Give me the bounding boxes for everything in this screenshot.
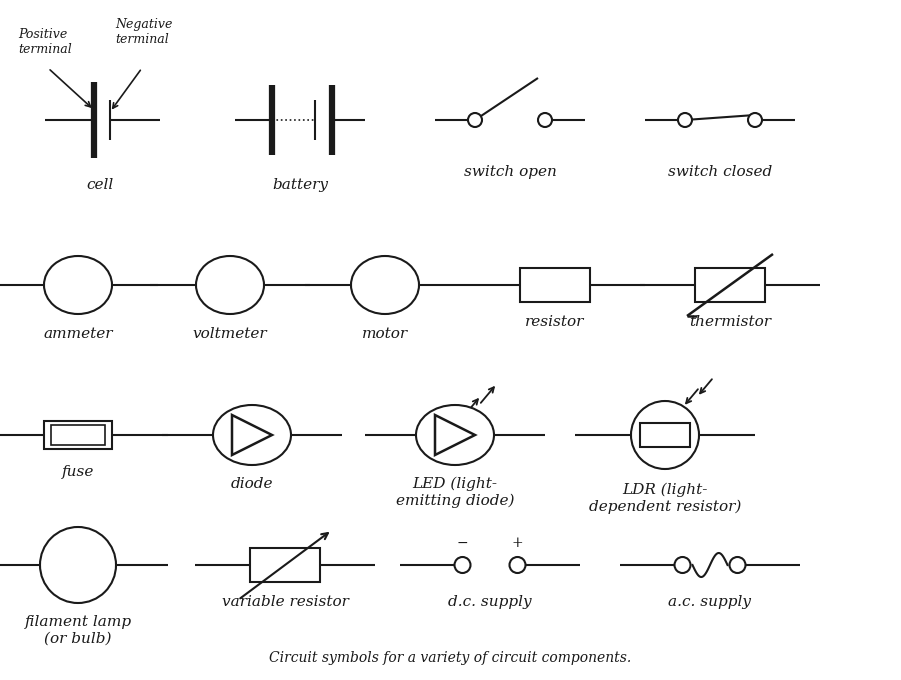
Bar <box>695 268 765 302</box>
Text: resistor: resistor <box>525 315 585 329</box>
Text: Positive
terminal: Positive terminal <box>18 28 72 56</box>
Text: variable resistor: variable resistor <box>222 595 349 609</box>
Ellipse shape <box>351 256 419 314</box>
Bar <box>520 268 590 302</box>
Text: a.c. supply: a.c. supply <box>669 595 751 609</box>
Polygon shape <box>232 415 272 455</box>
Bar <box>250 548 320 582</box>
Text: motor: motor <box>362 327 408 341</box>
Text: thermistor: thermistor <box>689 315 771 329</box>
Circle shape <box>468 113 482 127</box>
Circle shape <box>454 557 470 573</box>
Text: voltmeter: voltmeter <box>193 327 268 341</box>
Circle shape <box>678 113 692 127</box>
Text: battery: battery <box>272 178 328 192</box>
Bar <box>44 421 112 449</box>
Circle shape <box>748 113 762 127</box>
Bar <box>640 423 690 447</box>
Text: A: A <box>70 277 86 296</box>
Text: ammeter: ammeter <box>43 327 113 341</box>
Text: filament lamp
(or bulb): filament lamp (or bulb) <box>24 615 132 645</box>
Text: switch open: switch open <box>463 165 557 179</box>
Circle shape <box>631 401 699 469</box>
Ellipse shape <box>196 256 264 314</box>
Text: d.c. supply: d.c. supply <box>448 595 532 609</box>
Ellipse shape <box>44 256 112 314</box>
Polygon shape <box>435 415 475 455</box>
Text: diode: diode <box>231 477 273 491</box>
Circle shape <box>675 557 690 573</box>
Text: +: + <box>512 536 523 550</box>
Circle shape <box>730 557 745 573</box>
Text: V: V <box>223 277 238 296</box>
Text: Circuit symbols for a variety of circuit components.: Circuit symbols for a variety of circuit… <box>268 651 631 665</box>
Text: M: M <box>374 277 396 296</box>
Text: cell: cell <box>86 178 114 192</box>
Circle shape <box>538 113 552 127</box>
Text: −: − <box>457 536 469 550</box>
Circle shape <box>40 527 116 603</box>
Text: switch closed: switch closed <box>668 165 772 179</box>
Bar <box>51 425 105 445</box>
Ellipse shape <box>213 405 291 465</box>
Text: LED (light-
emitting diode): LED (light- emitting diode) <box>396 477 514 508</box>
Text: LDR (light-
dependent resistor): LDR (light- dependent resistor) <box>589 483 742 514</box>
Ellipse shape <box>416 405 494 465</box>
Text: fuse: fuse <box>62 465 95 479</box>
Circle shape <box>509 557 525 573</box>
Text: Negative
terminal: Negative terminal <box>115 18 172 46</box>
